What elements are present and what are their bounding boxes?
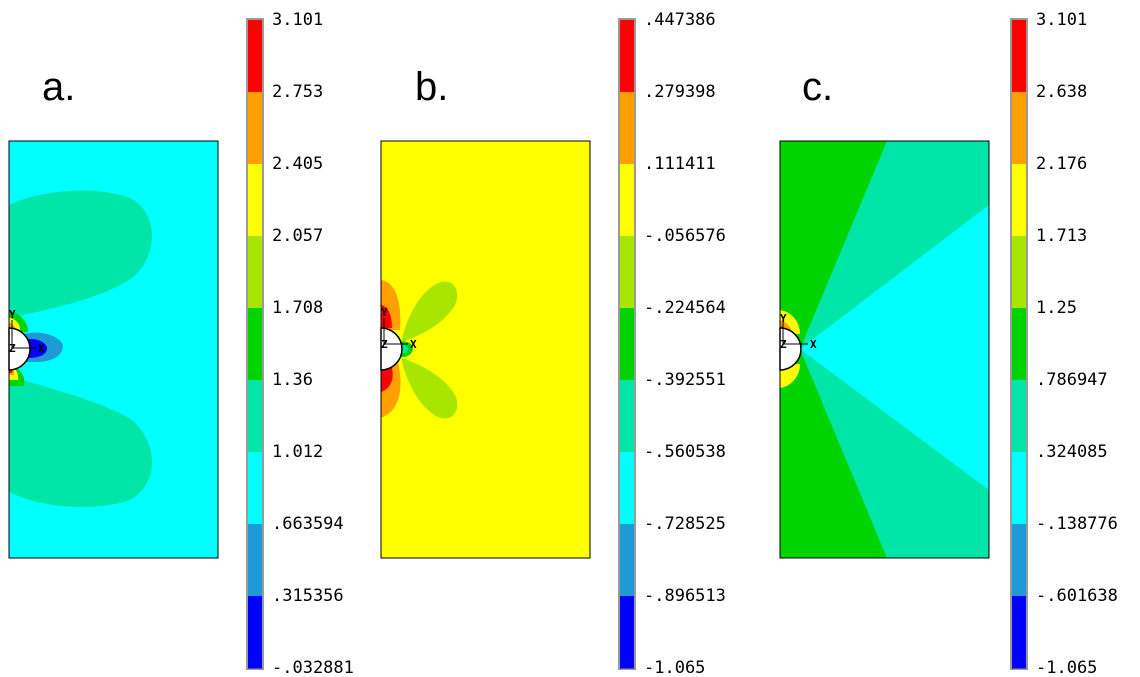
colorbar-a-tick-7: .663594 — [272, 514, 344, 534]
panel-b-colorbar — [618, 18, 636, 670]
panel-c-label: c. — [802, 65, 833, 109]
colorbar-b-tick-6: -.560538 — [644, 442, 726, 462]
colorbar-c-tick-5: .786947 — [1036, 370, 1108, 390]
panel-a: a. Y X Z 3.101 — [8, 10, 354, 677]
panel-b-red-lower — [381, 368, 393, 392]
panel-b-frame — [380, 140, 591, 559]
colorbar-c-tick-7: -.138776 — [1036, 514, 1118, 534]
panel-c-colorbar-ticks: 3.101 2.638 2.176 1.713 1.25 .786947 .32… — [1036, 10, 1118, 677]
colorbar-b-tick-0: .447386 — [644, 10, 716, 30]
panel-b-background-field — [381, 141, 590, 558]
colorbar-a-tick-1: 2.753 — [272, 82, 323, 102]
colorbar-a-tick-4: 1.708 — [272, 298, 323, 318]
colorbar-c-tick-8: -.601638 — [1036, 586, 1118, 606]
colorbar-b-segment-7 — [620, 524, 634, 597]
colorbar-a-segment-8 — [248, 596, 262, 669]
colorbar-a-segment-5 — [248, 380, 262, 453]
colorbar-a-segment-0 — [248, 20, 262, 93]
colorbar-a-segment-7 — [248, 524, 262, 597]
panel-b: b. Y X Z .447386 .279398 .1 — [380, 10, 726, 677]
colorbar-c-tick-3: 1.713 — [1036, 226, 1087, 246]
colorbar-b-tick-5: -.392551 — [644, 370, 726, 390]
colorbar-a-segment-3 — [248, 236, 262, 309]
panel-c-frame — [779, 140, 990, 559]
colorbar-a-tick-6: 1.012 — [272, 442, 323, 462]
colorbar-c-segment-7 — [1012, 524, 1026, 597]
colorbar-a-tick-8: .315356 — [272, 586, 344, 606]
colorbar-b-tick-7: -.728525 — [644, 514, 726, 534]
colorbar-c-segment-1 — [1012, 92, 1026, 165]
colorbar-a-segment-6 — [248, 452, 262, 525]
panel-c-y-axis-label: Y — [780, 312, 787, 325]
panel-a-lower-lobe — [9, 375, 153, 507]
panel-b-y-axis-label: Y — [381, 306, 388, 319]
colorbar-c-segment-5 — [1012, 380, 1026, 453]
panel-a-z-axis-label: Z — [9, 342, 16, 355]
panel-a-colorbar-ticks: 3.101 2.753 2.405 2.057 1.708 1.36 1.012… — [272, 10, 354, 677]
colorbar-b-tick-8: -.896513 — [644, 586, 726, 606]
colorbar-b-segment-8 — [620, 596, 634, 669]
panel-b-z-axis-label: Z — [381, 338, 388, 351]
colorbar-c-tick-2: 2.176 — [1036, 154, 1087, 174]
panel-c-x-axis-label: X — [810, 338, 817, 351]
colorbar-a-segment-4 — [248, 308, 262, 381]
colorbar-b-segment-4 — [620, 308, 634, 381]
panel-c-axis-triad: Y X Z — [780, 312, 817, 351]
panel-b-x-axis-label: X — [410, 338, 417, 351]
colorbar-c-segment-0 — [1012, 20, 1026, 93]
panel-a-frame — [8, 140, 219, 559]
colorbar-b-segment-2 — [620, 164, 634, 237]
panel-b-axis-triad: Y X Z — [381, 306, 417, 351]
panel-a-x-axis-label: X — [38, 342, 45, 355]
colorbar-a-tick-5: 1.36 — [272, 370, 313, 390]
colorbar-c-tick-1: 2.638 — [1036, 82, 1087, 102]
colorbar-b-tick-1: .279398 — [644, 82, 716, 102]
colorbar-c-tick-4: 1.25 — [1036, 298, 1077, 318]
colorbar-b-segment-3 — [620, 236, 634, 309]
colorbar-b-tick-9: -1.065 — [644, 658, 705, 677]
panel-b-hole — [380, 327, 403, 371]
colorbar-c-segment-6 — [1012, 452, 1026, 525]
panel-c-contour-plot: Y X Z — [779, 140, 990, 559]
panel-a-colorbar — [246, 18, 264, 670]
colorbar-a-tick-3: 2.057 — [272, 226, 323, 246]
panel-b-aquamarine-zone — [401, 344, 408, 354]
panel-c-colorbar — [1010, 18, 1028, 670]
colorbar-a-tick-9: -.032881 — [272, 658, 354, 677]
panel-c-hole — [779, 327, 802, 371]
panel-a-hole — [8, 327, 31, 371]
colorbar-b-tick-2: .111411 — [644, 154, 716, 174]
panel-a-y-axis-label: Y — [9, 308, 16, 321]
panel-a-axis-triad: Y X Z — [9, 308, 45, 355]
panel-c-cyan-wedge — [800, 205, 989, 490]
colorbar-c-tick-0: 3.101 — [1036, 10, 1087, 30]
colorbar-a-segment-2 — [248, 164, 262, 237]
colorbar-b-segment-5 — [620, 380, 634, 453]
colorbar-b-segment-6 — [620, 452, 634, 525]
colorbar-b-tick-3: -.056576 — [644, 226, 726, 246]
colorbar-c-segment-3 — [1012, 236, 1026, 309]
panel-b-upper-lobe — [402, 281, 458, 342]
colorbar-c-segment-8 — [1012, 596, 1026, 669]
panel-b-label: b. — [415, 65, 448, 109]
colorbar-c-segment-2 — [1012, 164, 1026, 237]
colorbar-a-segment-1 — [248, 92, 262, 165]
colorbar-b-segment-1 — [620, 92, 634, 165]
panel-a-upper-lobe — [9, 190, 153, 318]
panel-b-lower-lobe — [402, 358, 458, 419]
colorbar-c-tick-9: -1.065 — [1036, 658, 1097, 677]
colorbar-c-segment-4 — [1012, 308, 1026, 381]
panel-a-contour-plot: Y X Z — [8, 140, 219, 559]
panel-a-label: a. — [42, 65, 75, 109]
colorbar-b-segment-0 — [620, 20, 634, 93]
panel-b-colorbar-ticks: .447386 .279398 .111411 -.056576 -.22456… — [644, 10, 726, 677]
panel-b-contour-plot: Y X Z — [380, 140, 591, 559]
colorbar-a-tick-0: 3.101 — [272, 10, 323, 30]
panel-c-z-axis-label: Z — [780, 338, 787, 351]
colorbar-a-tick-2: 2.405 — [272, 154, 323, 174]
colorbar-c-tick-6: .324085 — [1036, 442, 1108, 462]
panel-c: c. Y X Z 3.101 2.638 2.176 1.713 — [779, 10, 1118, 677]
colorbar-b-tick-4: -.224564 — [644, 298, 726, 318]
